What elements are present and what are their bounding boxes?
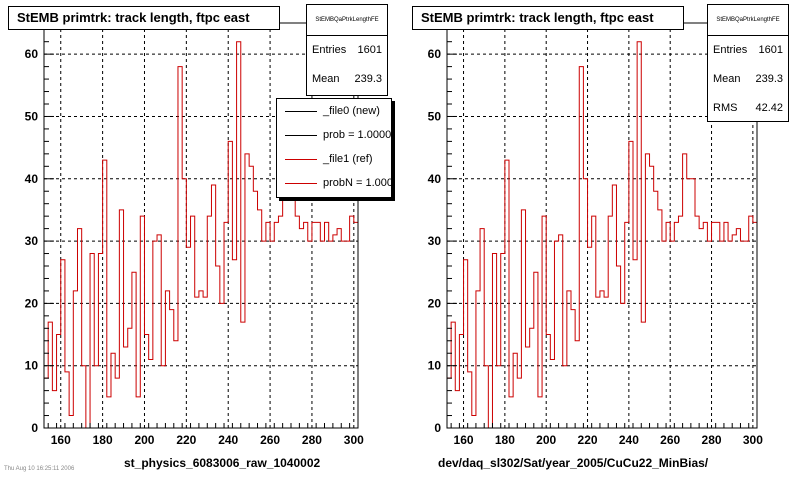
legend-entry-probn: probN = 1.000000 <box>277 171 391 195</box>
right-stats-row-entries: Entries 1601 <box>708 36 788 65</box>
legend-line-ref <box>285 159 317 160</box>
right-xtick-label: 200 <box>536 433 556 447</box>
legend-label-prob: prob = 1.000000 <box>323 129 392 141</box>
left-stats-mean-label: Mean <box>312 73 340 85</box>
right-xtick-label: 300 <box>743 433 763 447</box>
legend-label-ref: _file1 (ref) <box>323 153 373 165</box>
right-stats-rms-value: 42.42 <box>755 102 783 114</box>
right-xtick-label: 260 <box>660 433 680 447</box>
left-pad-title: StEMB primtrk: track length, ftpc east <box>8 6 280 30</box>
right-stats-box: StEMBQaPtrkLengthFE Entries 1601 Mean 23… <box>707 4 789 122</box>
right-pad-title: StEMB primtrk: track length, ftpc east <box>412 6 684 30</box>
left-xtick-label: 200 <box>134 433 154 447</box>
right-ytick-label: 20 <box>428 296 442 310</box>
legend-label-probn: probN = 1.000000 <box>323 177 391 189</box>
right-xtick-label: 280 <box>702 433 722 447</box>
right-stats-entries-value: 1601 <box>758 44 783 56</box>
right-x-axis-title: dev/daq_sl302/Sat/year_2005/CuCu22_MinBi… <box>438 456 709 470</box>
right-stats-row-mean: Mean 239.3 <box>708 65 788 94</box>
right-ytick-label: 30 <box>428 234 442 248</box>
right-xtick-label: 240 <box>619 433 639 447</box>
right-stats-mean-value: 239.3 <box>755 73 783 85</box>
left-ytick-label: 10 <box>25 359 39 373</box>
left-xtick-label: 260 <box>260 433 280 447</box>
left-ytick-label: 20 <box>25 296 39 310</box>
left-x-axis-title: st_physics_6083006_raw_1040002 <box>124 456 321 470</box>
right-xtick-label: 220 <box>578 433 598 447</box>
right-ytick-label: 0 <box>434 421 441 435</box>
right-stats-mean-label: Mean <box>713 73 741 85</box>
left-stats-row-mean: Mean 239.3 <box>307 65 387 94</box>
left-xtick-label: 160 <box>51 433 71 447</box>
right-xtick-label: 180 <box>495 433 515 447</box>
left-stats-name: StEMBQaPtrkLengthFE <box>307 5 387 36</box>
right-stats-entries-label: Entries <box>713 44 748 56</box>
right-stats-row-rms: RMS 42.42 <box>708 94 788 123</box>
left-ytick-label: 50 <box>25 109 39 123</box>
left-xtick-label: 240 <box>218 433 238 447</box>
right-stats-name: StEMBQaPtrkLengthFE <box>708 5 788 36</box>
left-stats-row-entries: Entries 1601 <box>307 36 387 65</box>
legend-line-new <box>285 111 317 112</box>
left-xtick-label: 180 <box>93 433 113 447</box>
right-histogram-line <box>447 41 757 428</box>
left-xtick-label: 280 <box>302 433 322 447</box>
right-stats-rms-label: RMS <box>713 102 738 114</box>
left-histogram-line <box>44 41 358 428</box>
left-ytick-label: 0 <box>31 421 38 435</box>
left-ytick-label: 60 <box>25 47 39 61</box>
right-xtick-label: 160 <box>454 433 474 447</box>
right-ytick-label: 40 <box>428 172 442 186</box>
left-stats-box: StEMBQaPtrkLengthFE Entries 1601 Mean 23… <box>306 4 388 96</box>
left-stats-mean-value: 239.3 <box>354 73 382 85</box>
legend-entry-prob: prob = 1.000000 <box>277 123 391 147</box>
legend-label-new: _file0 (new) <box>323 105 380 117</box>
left-stats-entries-value: 1601 <box>357 44 382 56</box>
left-stats-entries-label: Entries <box>312 44 347 56</box>
right-ytick-label: 10 <box>428 359 442 373</box>
legend-entry-ref: _file1 (ref) <box>277 147 391 171</box>
left-xtick-label: 220 <box>176 433 196 447</box>
right-ytick-label: 60 <box>428 47 442 61</box>
footer-timestamp: Thu Aug 10 16:25:11 2006 <box>4 466 75 472</box>
left-xtick-label: 300 <box>344 433 364 447</box>
left-legend: _file0 (new) prob = 1.000000 _file1 (ref… <box>276 98 392 198</box>
left-ytick-label: 40 <box>25 172 39 186</box>
right-ytick-label: 50 <box>428 109 442 123</box>
legend-entry-new: _file0 (new) <box>277 99 391 123</box>
legend-line-probn <box>285 183 317 184</box>
left-ytick-label: 30 <box>25 234 39 248</box>
legend-line-prob <box>285 135 317 136</box>
